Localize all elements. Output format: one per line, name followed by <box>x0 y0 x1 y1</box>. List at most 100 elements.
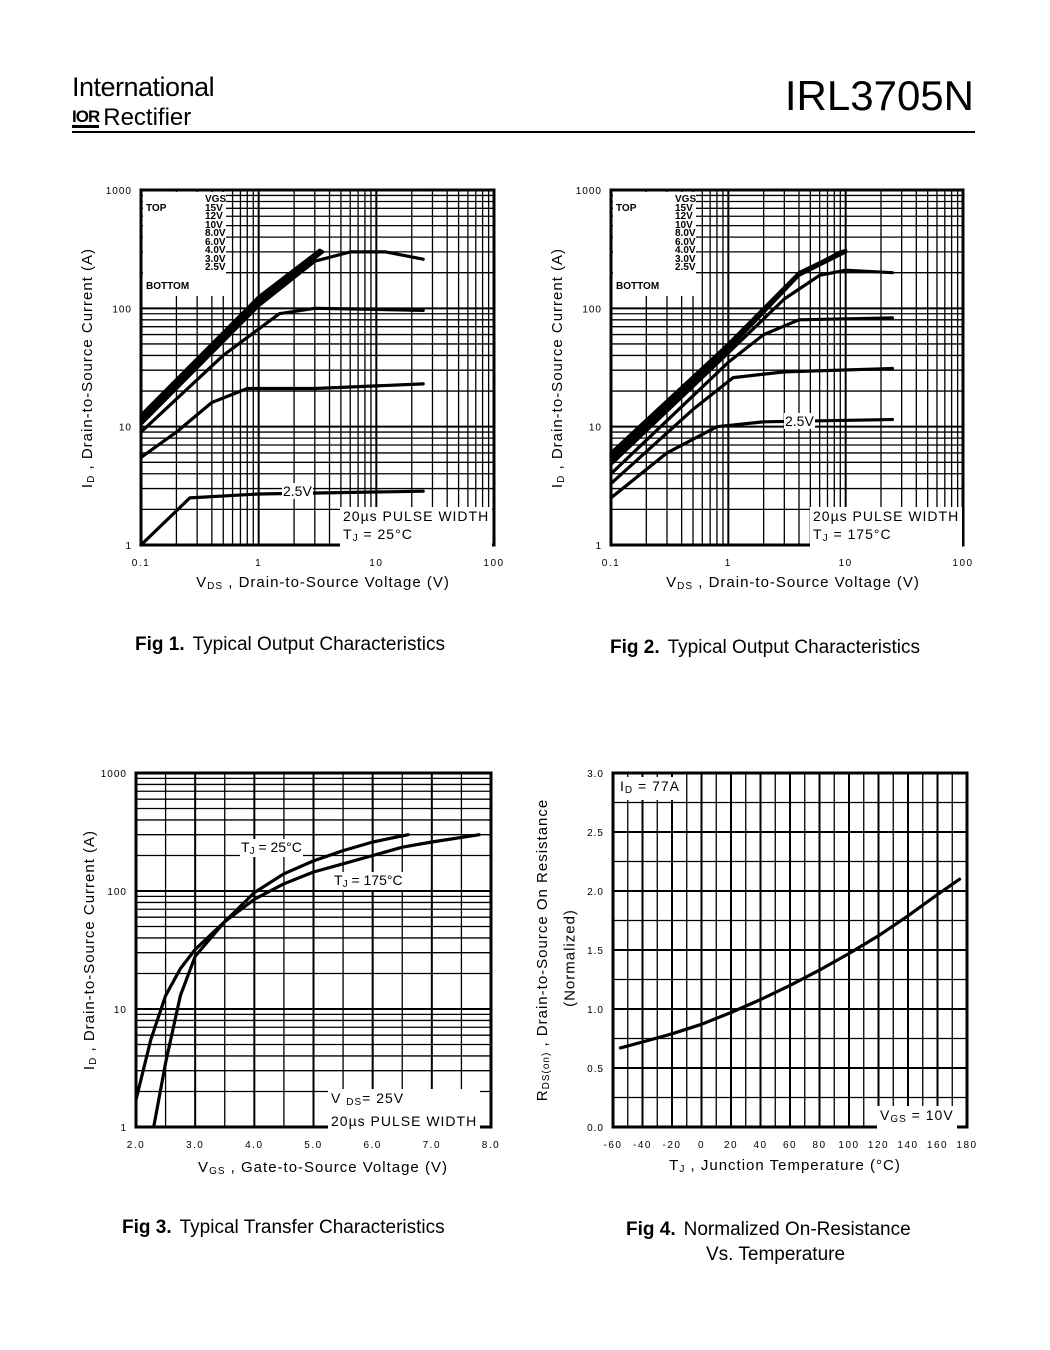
sub: J <box>342 879 348 890</box>
legend-item: 2.5V <box>205 262 226 273</box>
x-tick-label: 80 <box>812 1140 826 1151</box>
x-tick-label: 6.0 <box>363 1140 381 1151</box>
rest: , Gate-to-Source Voltage (V) <box>225 1159 448 1176</box>
series-line-4.0V <box>609 316 894 476</box>
annotation-line: TJ = 175°C <box>813 525 959 548</box>
t: V <box>331 1090 342 1106</box>
caption-text: Typical Output Characteristics <box>192 634 445 655</box>
rest: = 25°C <box>254 839 302 855</box>
legend-top: TOP <box>146 203 167 214</box>
y-tick-label: 1 <box>595 541 602 552</box>
y-tick-label: 3.0 <box>587 769 604 780</box>
fig1-legend: TOP BOTTOM VGS 15V 12V 10V 8.0V 6.0V 4.0… <box>143 192 226 296</box>
sub: DS <box>207 581 224 592</box>
fig4-x-axis-label: TJ , Junction Temperature (°C) <box>669 1157 901 1175</box>
fig-num: Fig 2. <box>610 637 660 658</box>
plot-frame <box>139 188 496 547</box>
rest: , Drain-to-Source Voltage (V) <box>693 574 920 591</box>
t: I <box>81 1064 98 1071</box>
y-tick-label: 1 <box>120 1123 127 1134</box>
sub: DS(on) <box>541 1051 552 1090</box>
series-line-0 <box>618 877 962 1050</box>
series-line-3.0V <box>609 366 894 486</box>
fig2-curve-label: 2.5V <box>784 413 815 429</box>
annotation-line: 20µs PULSE WIDTH <box>343 508 490 524</box>
legend-item: 2.5V <box>675 262 696 273</box>
t: T <box>334 872 343 888</box>
legend-item: 3.0V <box>675 253 696 265</box>
x-tick-label: 100 <box>838 1140 859 1151</box>
x-tick-label: 7.0 <box>423 1140 441 1151</box>
x-tick-label: 120 <box>868 1140 889 1151</box>
fig2-y-axis-label: ID , Drain-to-Source Current (A) <box>549 248 567 488</box>
legend-title: VGS <box>205 194 227 205</box>
y-tick-label: 1.5 <box>587 946 604 957</box>
legend-item: 6.0V <box>205 236 226 248</box>
fig-num: Fig 3. <box>122 1217 172 1238</box>
fig-num: Fig 4. <box>626 1219 676 1240</box>
fig1-caption: Fig 1. Typical Output Characteristics <box>135 634 445 656</box>
sub: J <box>679 1164 686 1175</box>
x-tick-label: 10 <box>369 558 383 569</box>
x-tick-label: 0.1 <box>602 558 620 569</box>
x-tick-label: 2.0 <box>127 1140 145 1151</box>
t: T <box>813 526 823 542</box>
fig1-x-axis-label: VDS , Drain-to-Source Voltage (V) <box>196 574 450 592</box>
fig3-annotation: V DS= 25V 20µs PULSE WIDTH <box>328 1089 481 1130</box>
plot-frame <box>611 771 969 1129</box>
t: V <box>880 1107 891 1123</box>
x-tick-label: -40 <box>633 1140 652 1151</box>
rest: = 175°C <box>828 526 892 542</box>
y-tick-label: 10 <box>589 423 602 434</box>
y-tick-label: 0.5 <box>587 1064 604 1075</box>
t: V <box>196 574 208 591</box>
rest: , Drain-to-Source Voltage (V) <box>223 574 450 591</box>
plot-frame <box>134 771 493 1129</box>
series-line-6.0V <box>139 250 425 426</box>
y-tick-label: 2.0 <box>587 887 604 898</box>
x-tick-label: -20 <box>663 1140 682 1151</box>
series-line-TJ-175-C <box>152 833 481 1129</box>
fig3-x-axis-label: VGS , Gate-to-Source Voltage (V) <box>198 1159 448 1177</box>
legend-bottom: BOTTOM <box>616 281 660 292</box>
x-tick-label: 4.0 <box>245 1140 263 1151</box>
legend-item: 12V <box>205 211 223 222</box>
rest: , Drain-to-Source Current (A) <box>81 829 98 1057</box>
fig4-y-axis-label-2: (Normalized) <box>561 909 579 1007</box>
series-line-TJ-25-C <box>134 833 410 1102</box>
fig4-plot: -60 -40 -20 0 20 40 60 80 100 120 140 160 180 0.0 0.5 1… <box>587 769 976 1151</box>
sub: D <box>556 474 567 483</box>
rest: = 175°C <box>347 872 403 888</box>
y-tick-label: 1000 <box>106 186 132 197</box>
sub: D <box>624 785 634 796</box>
y-tick-label: 2.5 <box>587 828 604 839</box>
x-tick-label: 5.0 <box>304 1140 322 1151</box>
y-tick-label: 100 <box>582 304 602 315</box>
y-tick-label: 100 <box>107 887 127 898</box>
y-tick-label: 1000 <box>576 186 602 197</box>
t: T <box>343 526 353 542</box>
rest: , Drain-to-Source On Resistance <box>534 798 551 1052</box>
legend-bottom: BOTTOM <box>146 281 190 292</box>
sub: DS <box>346 1097 363 1108</box>
sub: J <box>249 846 255 857</box>
t: I <box>79 482 96 489</box>
legend-item: 10V <box>675 219 693 231</box>
x-tick-label: 160 <box>927 1140 948 1151</box>
series-line-6.0V <box>609 268 894 466</box>
ior-logo: IOR <box>72 106 100 128</box>
y-tick-label: 10 <box>119 423 132 434</box>
fig4-caption: Fig 4. Normalized On-Resistance <box>626 1219 911 1241</box>
x-tick-label: 100 <box>952 558 973 569</box>
x-tick-label: 8.0 <box>482 1140 500 1151</box>
sub: GS <box>209 1166 226 1177</box>
legend-item: 15V <box>675 202 693 214</box>
fig3-series-label-175c: TJ = 175°C <box>333 872 404 890</box>
t: R <box>534 1089 551 1102</box>
sub: J <box>822 533 829 544</box>
legend-item: 10V <box>205 219 223 231</box>
sub: GS <box>890 1114 907 1125</box>
legend-item: 8.0V <box>675 228 696 239</box>
rest: = 77A <box>633 778 680 794</box>
